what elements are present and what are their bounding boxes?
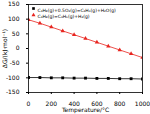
svg-text:ΔG/(kJ·mol⁻¹): ΔG/(kJ·mol⁻¹) [1,29,9,68]
svg-text:0: 0 [27,100,31,107]
svg-text:1000: 1000 [135,100,150,107]
svg-text:-50: -50 [10,59,20,66]
svg-text:C₃H₈(g)=C₃H₆(g)+H₂(g): C₃H₈(g)=C₃H₆(g)+H₂(g) [38,14,90,19]
svg-text:-100: -100 [6,74,20,81]
svg-text:100: 100 [8,15,20,22]
svg-text:Temperature/°C: Temperature/°C [61,106,109,114]
svg-text:-150: -150 [6,88,20,95]
svg-text:200: 200 [46,100,58,107]
svg-text:C₃H₈(g)+0.5O₂(g)=C₃H₆(g)+H₂O(g: C₃H₈(g)+0.5O₂(g)=C₃H₆(g)+H₂O(g) [38,8,117,13]
svg-text:150: 150 [8,0,20,7]
svg-text:400: 400 [68,99,80,107]
svg-text:600: 600 [91,99,103,107]
svg-text:50: 50 [12,30,20,37]
svg-text:800: 800 [114,100,126,107]
svg-text:0: 0 [16,44,20,51]
